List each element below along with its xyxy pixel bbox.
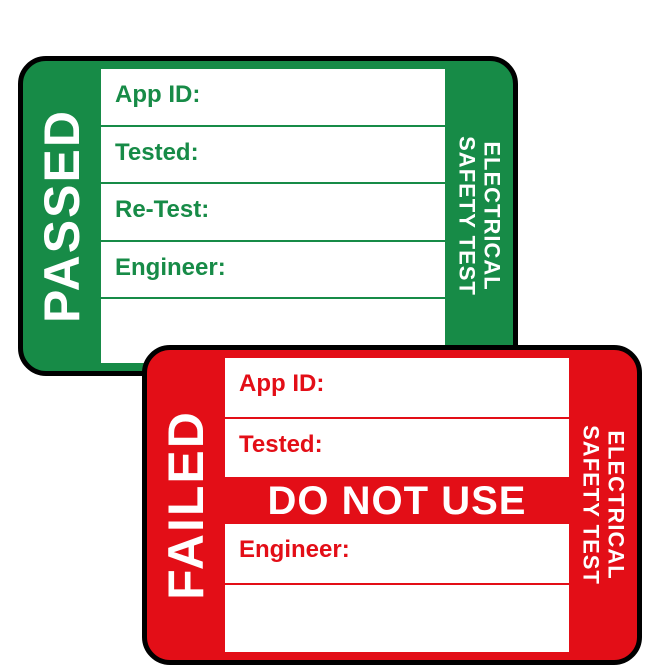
field-app-id: App ID: (225, 358, 569, 419)
field-engineer: Engineer: (101, 242, 445, 300)
field-app-id: App ID: (101, 69, 445, 127)
failed-electrical-safety-text: ELECTRICALSAFETY TEST (578, 425, 629, 585)
field-tested: Tested: (101, 127, 445, 185)
passed-label: PASSED App ID: Tested: Re-Test: Engineer… (18, 56, 518, 376)
failed-label: FAILED App ID: Tested: DO NOT USE Engine… (142, 345, 642, 665)
failed-fields-area: App ID: Tested: DO NOT USE Engineer: (225, 350, 569, 660)
field-engineer: Engineer: (225, 524, 569, 585)
field-retest: Re-Test: (101, 184, 445, 242)
failed-left-strip: FAILED (147, 350, 225, 660)
failed-status-text: FAILED (157, 410, 215, 600)
passed-electrical-safety-text: ELECTRICALSAFETY TEST (454, 136, 505, 296)
passed-right-strip: ELECTRICALSAFETY TEST (445, 61, 513, 371)
passed-left-strip: PASSED (23, 61, 101, 371)
failed-right-strip: ELECTRICALSAFETY TEST (569, 350, 637, 660)
passed-status-text: PASSED (33, 109, 91, 323)
do-not-use-warning: DO NOT USE (225, 479, 569, 524)
field-tested: Tested: (225, 419, 569, 480)
field-blank (225, 585, 569, 652)
passed-fields-area: App ID: Tested: Re-Test: Engineer: (101, 61, 445, 371)
